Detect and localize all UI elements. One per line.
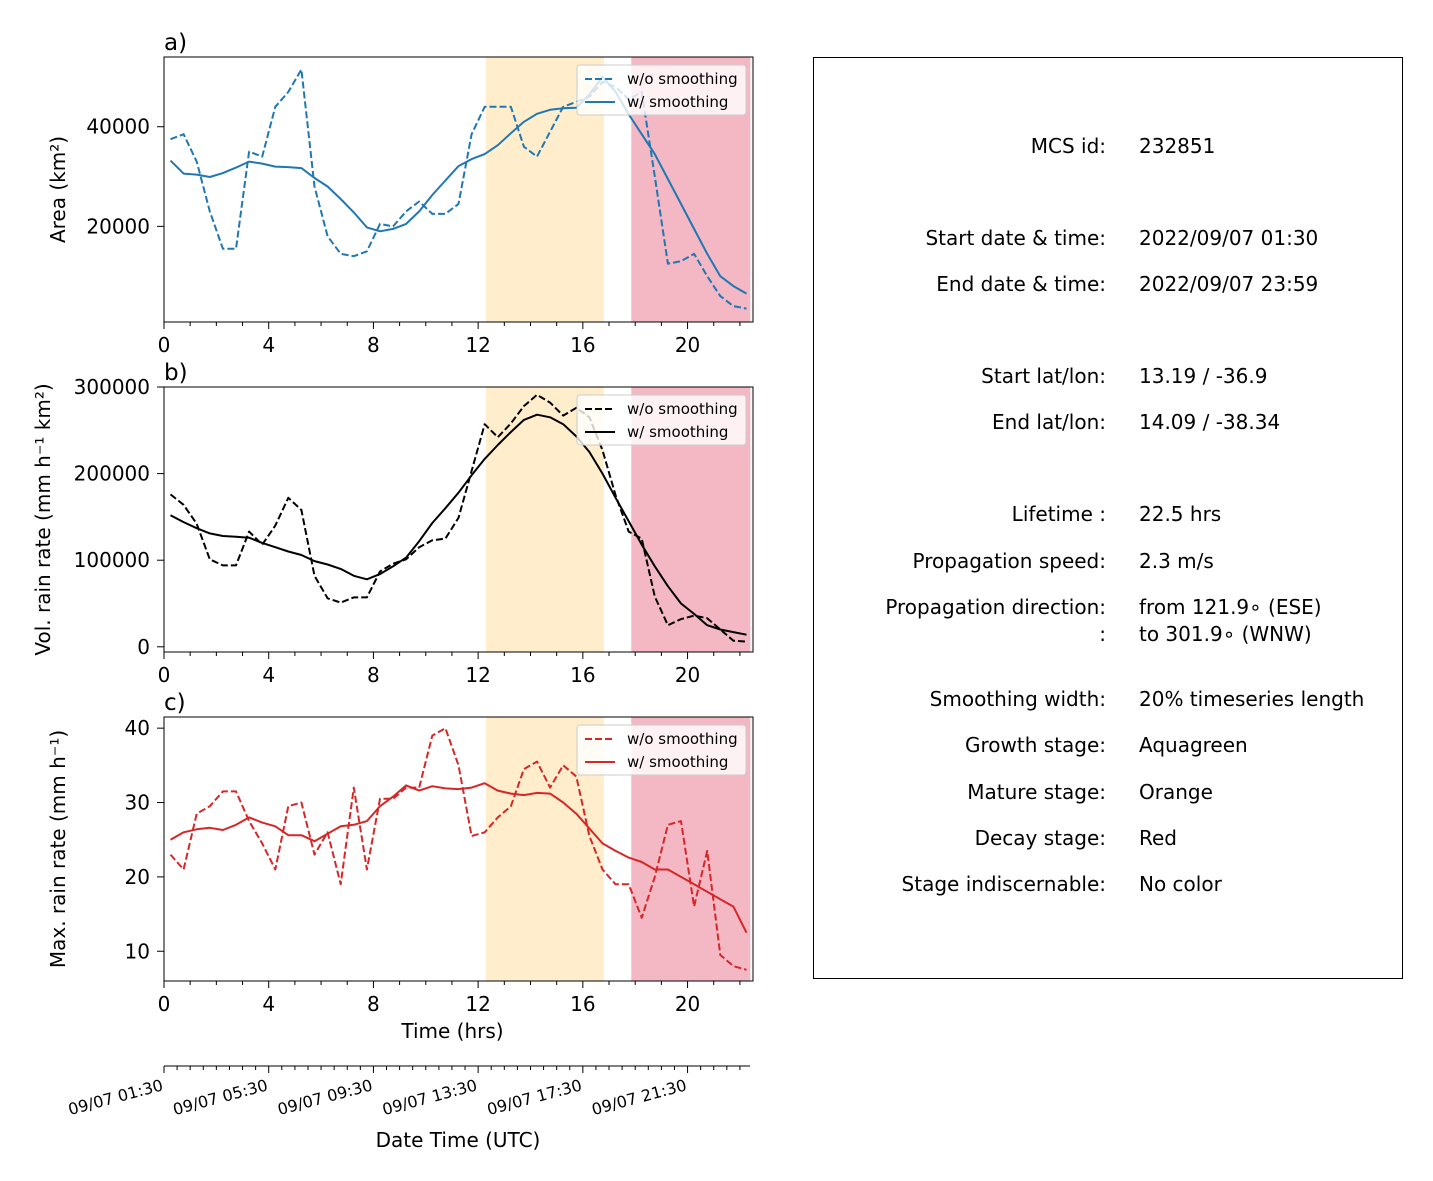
y-axis-label: Max. rain rate (mm h⁻¹) <box>46 730 70 968</box>
info-value: 2022/09/07 23:59 <box>1139 272 1319 296</box>
y-tick-label: 300000 <box>74 375 150 399</box>
info-value: 22.5 hrs <box>1139 502 1222 526</box>
info-value: No color <box>1139 872 1222 896</box>
info-label: Propagation speed: <box>912 549 1106 573</box>
x-tick-label: 4 <box>262 663 275 687</box>
legend-box <box>576 724 747 776</box>
info-value: Orange <box>1139 780 1213 804</box>
info-label: Smoothing width: <box>929 687 1106 711</box>
panel-a: 0 4 8 12 16 20 20000 40000 a) Area (km²) w/o smoot… <box>46 30 754 357</box>
info-label: Stage indiscernable: <box>901 872 1106 896</box>
info-label: Growth stage: <box>964 733 1106 757</box>
x-tick-label: 12 <box>465 663 490 687</box>
info-value: 232851 <box>1139 134 1216 158</box>
panel-label: c) <box>164 690 186 716</box>
info-value: 14.09 / -38.34 <box>1139 410 1281 434</box>
info-label: MCS id: <box>1030 134 1106 158</box>
x-tick-label: 20 <box>675 663 700 687</box>
y-tick-label: 100000 <box>74 548 150 572</box>
series-line-without-smoothing <box>169 727 747 971</box>
x-tick-label: 4 <box>262 333 275 357</box>
info-label: Propagation direction: <box>885 595 1106 619</box>
y-tick-label: 40000 <box>86 115 150 139</box>
info-value: 20% timeseries length <box>1139 687 1365 711</box>
x-tick-label: 16 <box>570 333 595 357</box>
x-axis-label: Time (hrs) <box>400 1019 503 1043</box>
x-tick-label: 16 <box>570 663 595 687</box>
panel-c: 0 4 8 12 16 20 10 20 30 40 c) Max. rain rate (mm h⁻… <box>46 690 754 1043</box>
info-value: 2.3 m/s <box>1139 549 1214 573</box>
legend: w/o smoothing w/ smoothing <box>576 64 747 116</box>
datetime-tick-label: 09/07 01:30 <box>66 1076 165 1120</box>
info-label: End date & time: <box>936 272 1106 296</box>
legend-entry: w/o smoothing <box>627 400 738 418</box>
info-label: Start lat/lon: <box>981 364 1106 388</box>
series-line-with-smoothing <box>170 782 748 934</box>
legend: w/o smoothing w/ smoothing <box>576 394 747 446</box>
panel-b: 0 4 8 12 16 20 0 100000 200000 300000 b) Vol. rain … <box>31 360 754 687</box>
y-tick-label: 10 <box>125 939 150 963</box>
x-tick-label: 0 <box>158 992 171 1016</box>
info-label: : <box>1099 622 1106 646</box>
info-label: Lifetime : <box>1011 502 1106 526</box>
x-tick-label: 4 <box>262 992 275 1016</box>
info-panel: MCS id: 232851 Start date & time: 2022/09/0… <box>813 57 1403 979</box>
y-axis-label: Vol. rain rate (mm h⁻¹ km²) <box>31 383 55 655</box>
legend-entry: w/o smoothing <box>627 70 738 88</box>
x-tick-label: 8 <box>367 333 380 357</box>
info-value: Aquagreen <box>1139 733 1248 757</box>
legend-box <box>576 64 747 116</box>
legend-box <box>576 394 747 446</box>
legend-entry: w/o smoothing <box>627 730 738 748</box>
series-line-with-smoothing <box>169 75 747 295</box>
datetime-axis-label: Date Time (UTC) <box>376 1128 541 1152</box>
info-label: End lat/lon: <box>992 410 1106 434</box>
y-tick-label: 200000 <box>74 462 150 486</box>
y-tick-label: 30 <box>125 791 150 815</box>
panel-label: a) <box>164 30 187 56</box>
y-tick-label: 0 <box>137 635 150 659</box>
x-tick-label: 0 <box>158 663 171 687</box>
info-label: Decay stage: <box>974 826 1106 850</box>
plot-frame <box>163 386 754 653</box>
x-tick-label: 0 <box>158 333 171 357</box>
info-label: Start date & time: <box>925 226 1106 250</box>
series-line-without-smoothing <box>169 393 747 643</box>
info-value: to 301.9∘ (WNW) <box>1139 622 1312 646</box>
series-line-without-smoothing <box>170 68 747 310</box>
x-tick-label: 16 <box>570 992 595 1016</box>
x-tick-label: 8 <box>367 663 380 687</box>
y-tick-label: 20000 <box>86 214 150 238</box>
panel-label: b) <box>164 360 188 386</box>
x-tick-label: 12 <box>465 333 490 357</box>
datetime-axis: 09/07 01:30 09/07 05:30 09/07 09:30 09/07 1… <box>66 1065 750 1152</box>
x-tick-label: 20 <box>675 333 700 357</box>
info-value: Red <box>1139 826 1177 850</box>
y-axis-label: Area (km²) <box>46 136 70 243</box>
series-line-with-smoothing <box>170 413 747 636</box>
info-value: 2022/09/07 01:30 <box>1139 226 1319 250</box>
plot-frame <box>163 56 754 323</box>
info-label: Mature stage: <box>967 780 1106 804</box>
info-value: 13.19 / -36.9 <box>1139 364 1268 388</box>
legend-entry: w/ smoothing <box>627 753 728 771</box>
info-value: from 121.9∘ (ESE) <box>1139 595 1322 619</box>
datetime-tick-label: 09/07 09:30 <box>276 1076 375 1120</box>
datetime-tick-label: 09/07 05:30 <box>171 1076 270 1120</box>
x-tick-label: 8 <box>367 992 380 1016</box>
legend-entry: w/ smoothing <box>627 93 728 111</box>
datetime-tick-label: 09/07 13:30 <box>380 1076 479 1120</box>
datetime-tick-label: 09/07 17:30 <box>485 1076 584 1120</box>
legend-entry: w/ smoothing <box>627 423 728 441</box>
y-tick-label: 40 <box>125 716 150 740</box>
y-tick-label: 20 <box>125 865 150 889</box>
legend: w/o smoothing w/ smoothing <box>576 724 747 776</box>
plot-frame <box>163 716 754 982</box>
datetime-tick-label: 09/07 21:30 <box>590 1076 689 1120</box>
x-tick-label: 12 <box>465 992 490 1016</box>
x-tick-label: 20 <box>675 992 700 1016</box>
